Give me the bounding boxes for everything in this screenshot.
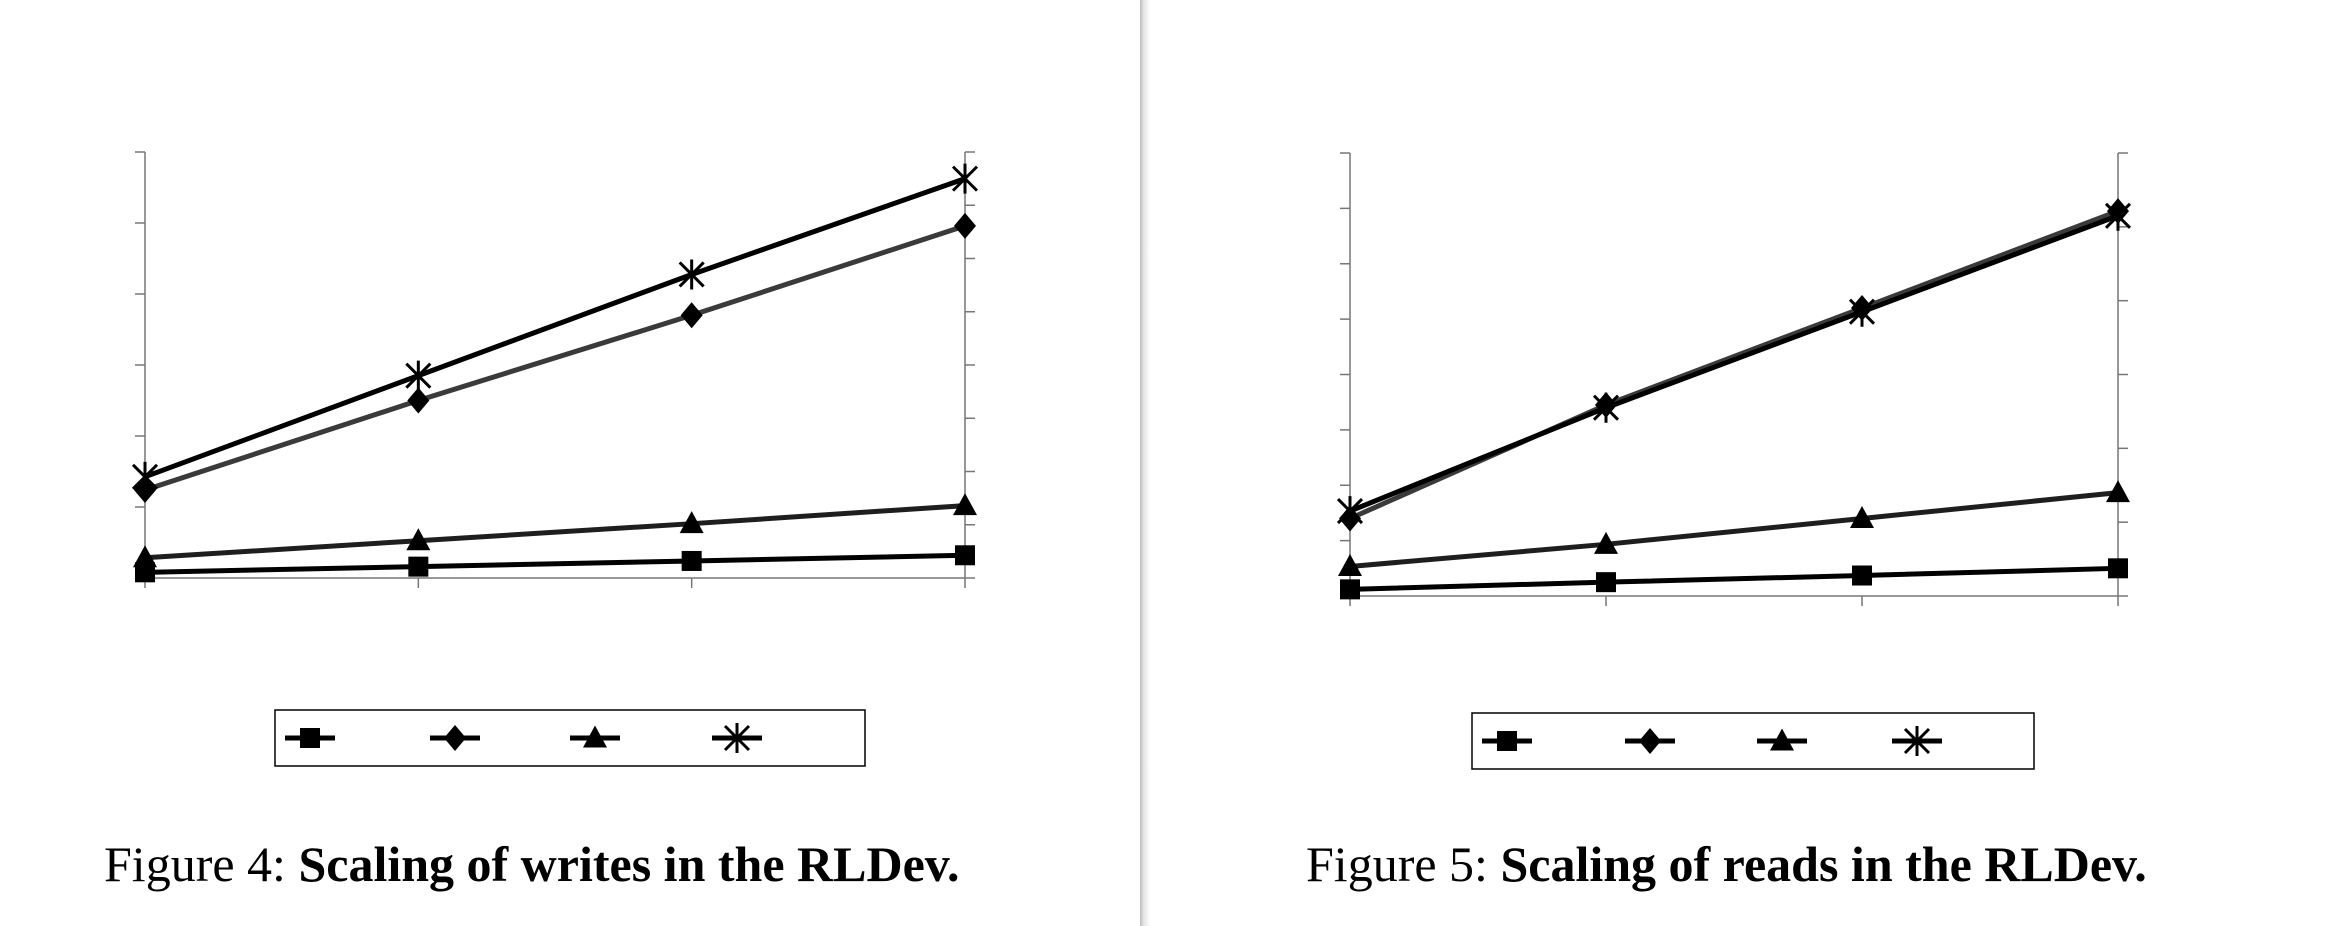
- figure-4-caption: Figure 4: Scaling of writes in the RLDev…: [104, 835, 960, 893]
- series-8k: [1339, 198, 2129, 532]
- legend-64k-marker: [1770, 728, 1794, 751]
- series-64k-point: [2106, 480, 2130, 503]
- figure-4-caption-prefix: Figure 4:: [104, 836, 286, 892]
- figure-4-panel: Figure 4: Scaling of writes in the RLDev…: [0, 0, 1140, 926]
- figure-5-caption: Figure 5: Scaling of reads in the RLDev.: [1306, 835, 2147, 893]
- series-8k-point: [954, 212, 976, 239]
- series-8k-point: [680, 302, 703, 329]
- chart-reads-throughput: [1336, 152, 2132, 770]
- legend-512-marker: [1497, 731, 1517, 751]
- series-256k-point: [405, 360, 432, 391]
- series-256k: [1336, 200, 2132, 527]
- legend-8k-marker: [1639, 728, 1661, 754]
- series-512-point: [408, 556, 429, 577]
- series-256k: [131, 163, 979, 492]
- series-512: [1340, 558, 2128, 600]
- legend-64k-marker: [583, 725, 607, 748]
- legend-512-marker: [300, 728, 320, 748]
- series-256k-point: [131, 461, 159, 492]
- figure-5-caption-text: Scaling of reads in the RLDev.: [1500, 836, 2147, 892]
- legend-box: [1471, 712, 2035, 770]
- legend-256k-marker: [1903, 726, 1931, 756]
- chart-writes-throughput: [131, 151, 979, 767]
- page-gutter: [1140, 0, 1150, 926]
- series-512: [135, 545, 975, 583]
- series-512-point: [2108, 558, 2128, 579]
- series-256k-point: [2104, 200, 2132, 231]
- legend-256k-marker: [723, 723, 751, 753]
- series-256k-point: [678, 259, 705, 290]
- series-512-line: [144, 552, 966, 575]
- series-256k-point: [951, 163, 979, 194]
- legend: [274, 709, 866, 767]
- series-8k-line: [144, 223, 966, 493]
- series-512-point: [681, 550, 702, 571]
- series-64k-point: [953, 493, 977, 516]
- series-512-point: [135, 562, 155, 583]
- figure-4-caption-text: Scaling of writes in the RLDev.: [298, 836, 960, 892]
- series-512-point: [1340, 579, 1360, 600]
- series-256k-line: [144, 176, 966, 480]
- series-512-point: [1596, 572, 1616, 593]
- series-512-line: [1349, 565, 2119, 592]
- legend: [1471, 712, 2035, 770]
- series-512-point: [955, 545, 975, 566]
- legend-8k-marker: [444, 725, 466, 751]
- series-256k-line: [1349, 213, 2119, 514]
- series-64k-point: [133, 545, 157, 568]
- series-64k-point: [406, 528, 431, 551]
- series-64k: [133, 493, 977, 568]
- series-256k-point: [1848, 296, 1876, 327]
- series-8k-point: [407, 387, 430, 414]
- figure-5-panel: Figure 5: Scaling of reads in the RLDev.: [1150, 0, 2338, 926]
- series-512-point: [1852, 565, 1872, 586]
- series-64k-point: [1338, 553, 1362, 576]
- series-64k-point: [1594, 531, 1618, 554]
- series-256k-point: [1592, 392, 1620, 423]
- series-256k-point: [1336, 496, 1364, 527]
- series-64k: [1338, 480, 2130, 576]
- series-64k-line: [1349, 490, 2119, 569]
- series-8k: [134, 212, 976, 503]
- series-64k-point: [1850, 505, 1874, 528]
- series-64k-point: [679, 511, 704, 534]
- series-64k-line: [144, 503, 966, 561]
- figure-5-caption-prefix: Figure 5:: [1306, 836, 1488, 892]
